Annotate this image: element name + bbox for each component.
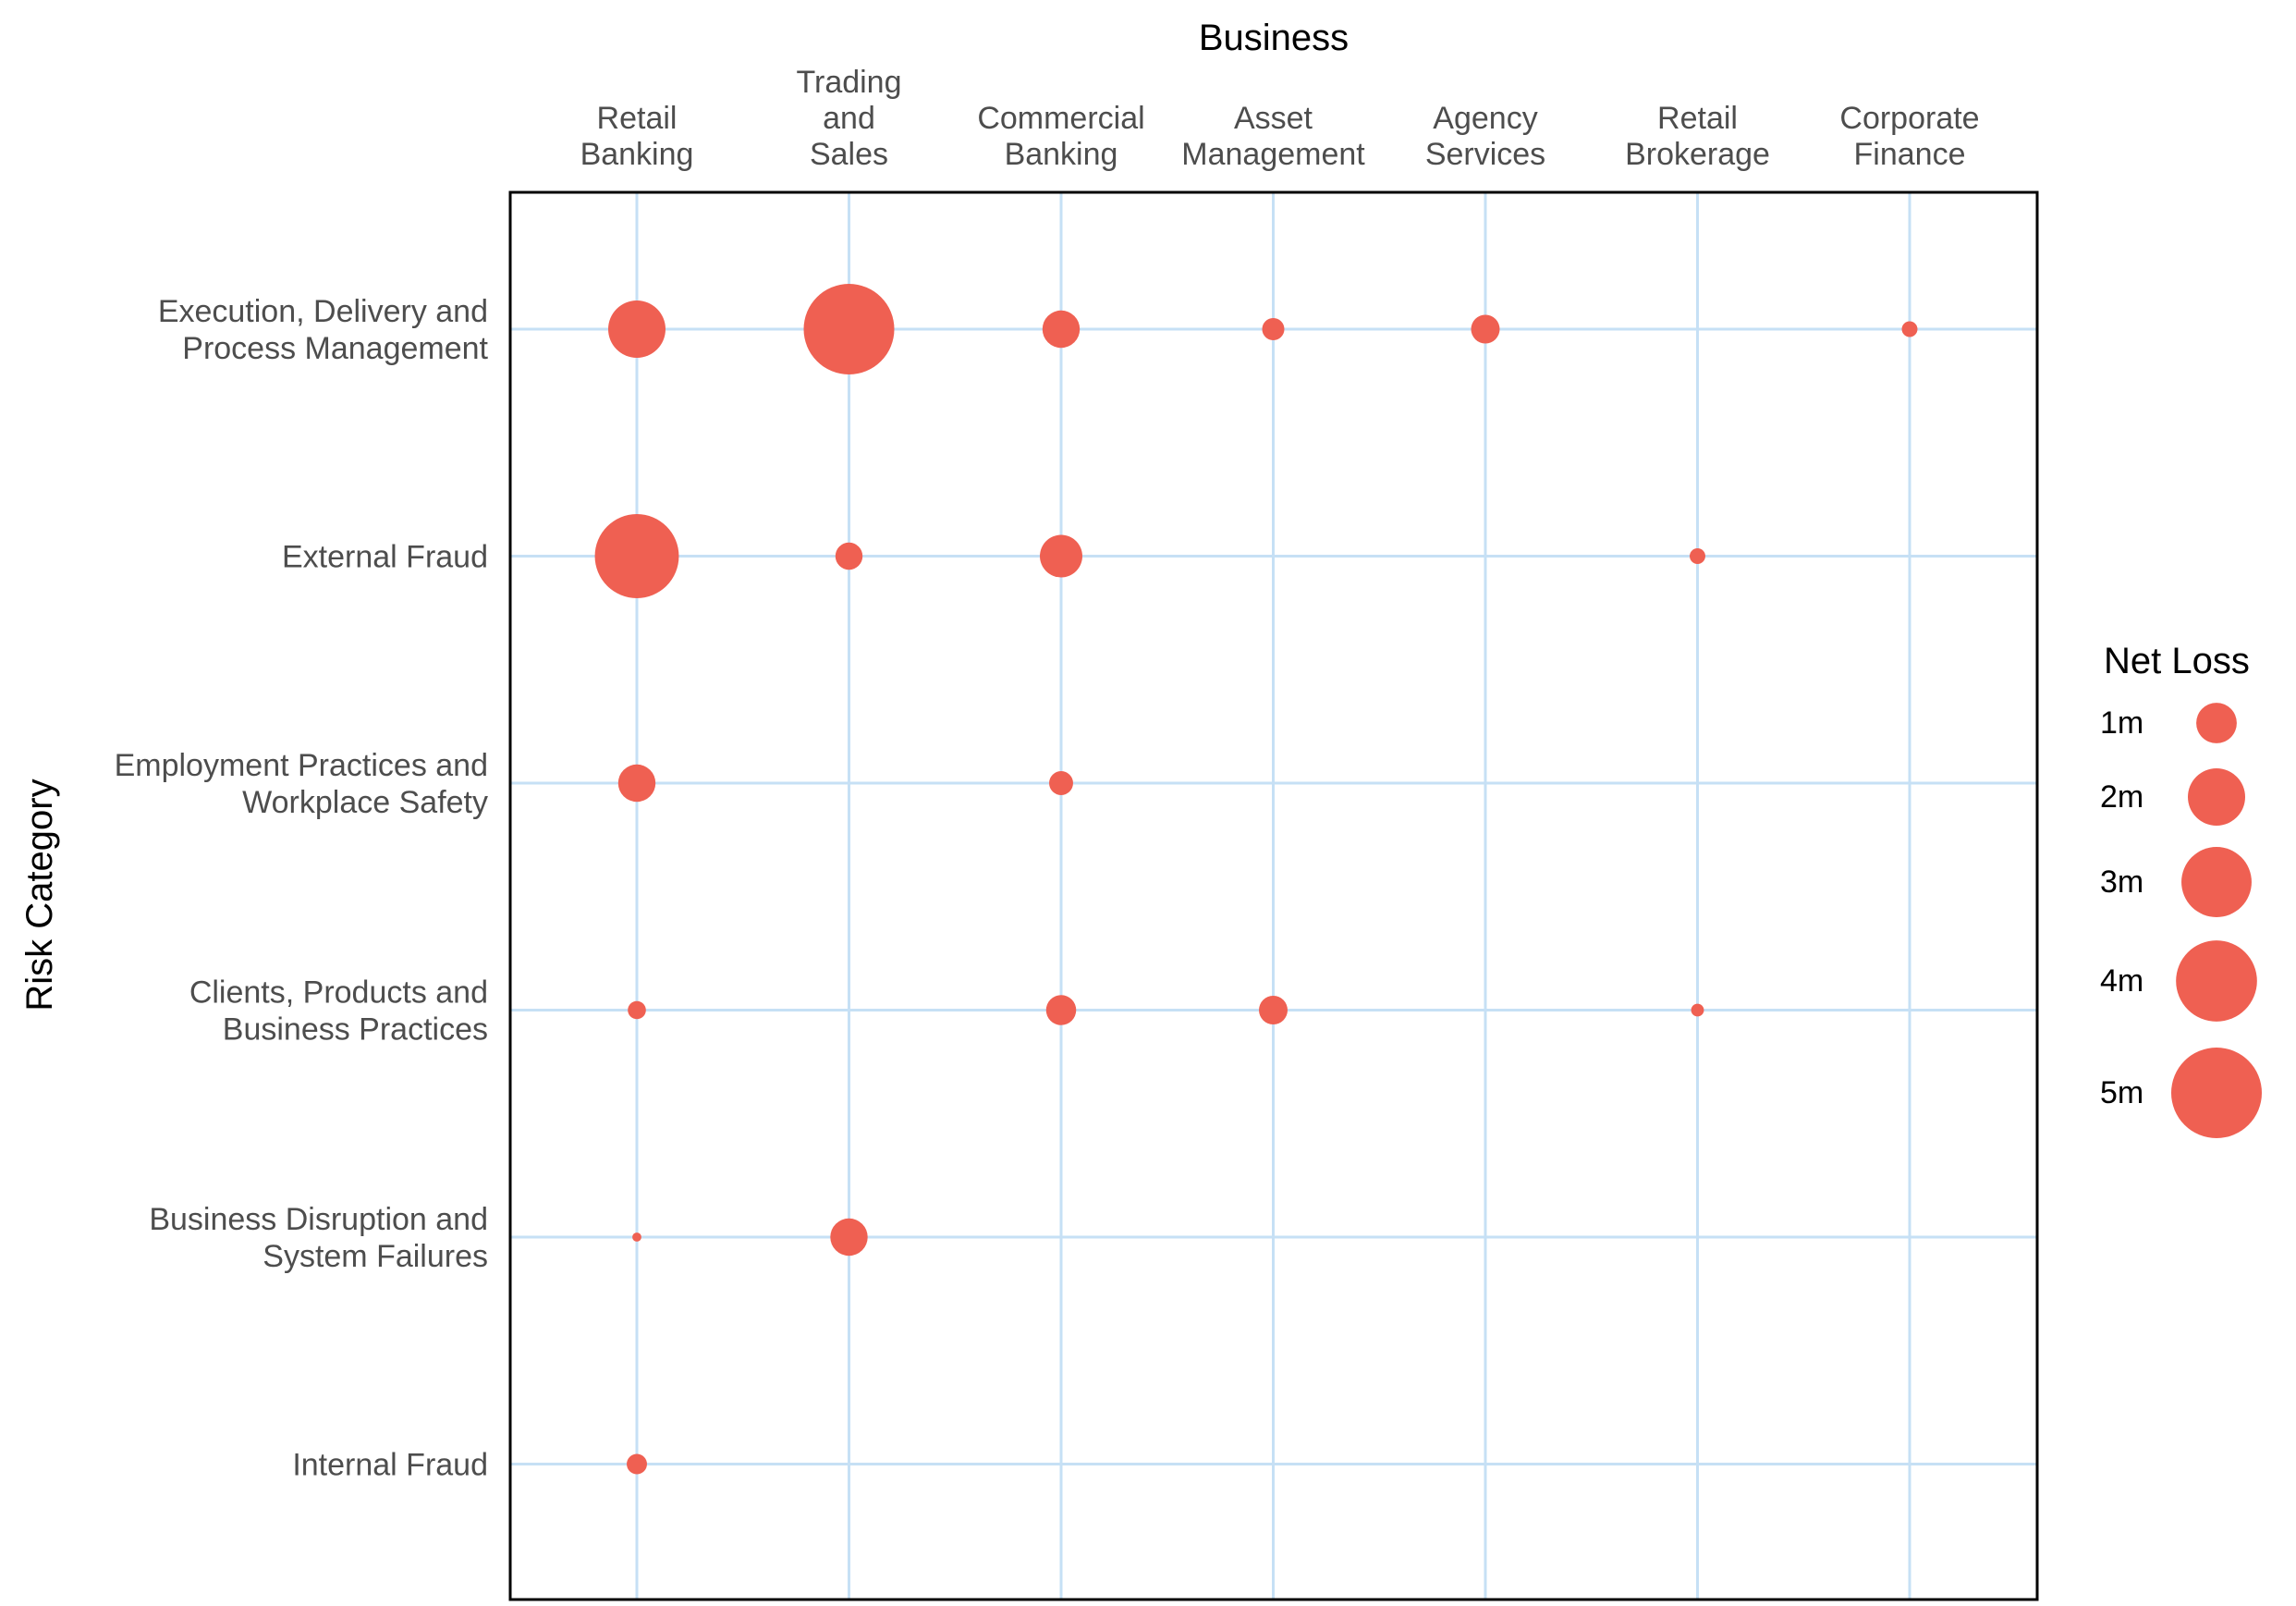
legend-key <box>2188 768 2245 826</box>
bubble-point <box>1262 317 1285 341</box>
y-tick-label: Business Disruption and System Failures <box>149 1202 488 1274</box>
legend-items: 1m 2m 3m 4m 5m <box>2100 703 2262 1138</box>
x-tick-labels: Retail Banking Trading and Sales Commercial Ba… <box>580 65 1980 172</box>
bubble-point <box>594 514 679 598</box>
bubble-point <box>617 764 656 803</box>
y-tick-labels: Execution, Delivery and Process Managemen… <box>115 294 489 1483</box>
bubble-point <box>627 1453 647 1475</box>
x-tick-label: Corporate Finance <box>1839 101 1979 172</box>
x-tick-label: Agency Services <box>1425 101 1545 172</box>
y-axis-title: Risk Category <box>19 778 60 1011</box>
bubble-point <box>835 542 863 570</box>
bubble-point <box>1042 310 1081 349</box>
legend-key <box>2196 703 2237 743</box>
bubble-point <box>1040 534 1082 578</box>
bubble-point <box>608 300 666 358</box>
legend-label: 4m <box>2100 963 2143 999</box>
grid-lines <box>510 192 2037 1600</box>
legend-title: Net Loss <box>2104 641 2250 681</box>
legend-key <box>2171 1048 2262 1138</box>
x-tick-label: Commercial Banking <box>977 101 1144 172</box>
y-tick-label: Clients, Products and Business Practices <box>189 975 488 1048</box>
x-tick-label: Retail Brokerage <box>1625 101 1770 172</box>
y-tick-label: Employment Practices and Workplace Safety <box>115 748 488 820</box>
legend-label: 2m <box>2100 779 2143 815</box>
x-axis-title: Business <box>1199 18 1349 58</box>
y-tick-label: External Fraud <box>282 540 488 575</box>
x-tick-label: Trading and Sales <box>796 65 901 172</box>
x-tick-label: Retail Banking <box>580 101 694 172</box>
bubble-point <box>830 1218 868 1257</box>
legend-label: 1m <box>2100 705 2143 741</box>
bubble-point <box>803 284 895 374</box>
y-tick-label: Internal Fraud <box>292 1448 488 1483</box>
bubble-point <box>628 1000 646 1020</box>
bubble-point <box>1045 995 1077 1025</box>
bubble-point <box>1471 314 1500 344</box>
bubble-point <box>1049 771 1073 795</box>
legend-label: 5m <box>2100 1075 2143 1110</box>
size-legend: Net Loss 1m 2m 3m 4m 5m <box>2100 641 2262 1138</box>
panel-border <box>508 190 2039 1601</box>
bubble-point <box>632 1232 641 1242</box>
bubble-points <box>594 284 1918 1475</box>
legend-key <box>2176 940 2257 1022</box>
bubble-point <box>1259 996 1288 1024</box>
x-tick-label: Asset Management <box>1181 101 1365 172</box>
bubble-point <box>1691 1003 1704 1017</box>
legend-label: 3m <box>2100 864 2143 900</box>
bubble-point <box>1901 321 1918 337</box>
legend-key <box>2181 847 2252 917</box>
y-tick-label: Execution, Delivery and Process Managemen… <box>158 294 489 366</box>
bubble-point <box>1690 548 1705 564</box>
